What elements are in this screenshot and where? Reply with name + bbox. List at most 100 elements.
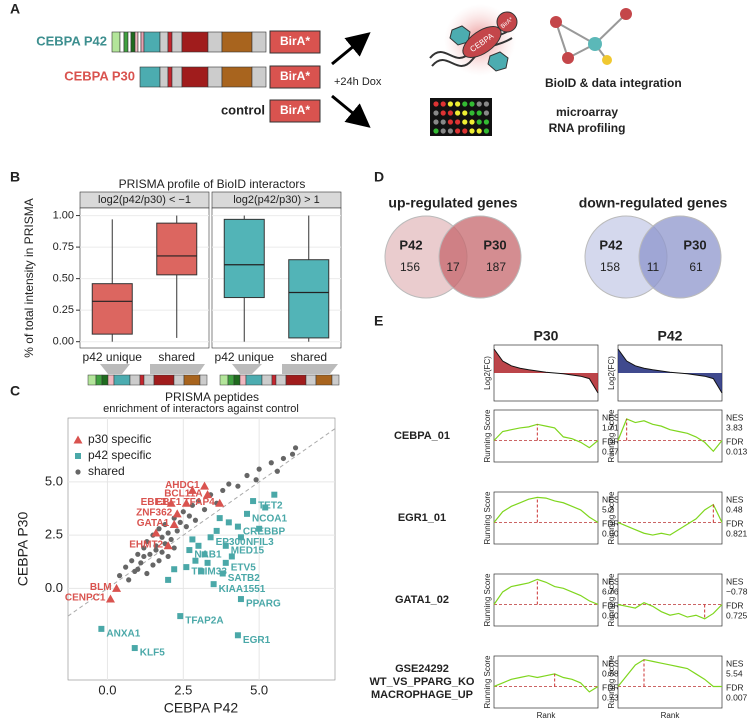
point xyxy=(222,559,229,566)
stat-label: FDR xyxy=(726,518,743,528)
array-spot xyxy=(469,101,475,107)
running-score xyxy=(617,503,723,536)
point xyxy=(138,560,144,566)
y-axis-title: % of total intensity in PRISMA xyxy=(22,198,36,357)
array-spot xyxy=(469,128,475,134)
point xyxy=(177,613,184,620)
panel-label: B xyxy=(10,169,20,185)
point-label: EHMT2 xyxy=(129,539,163,550)
y-axis-title: Running Score xyxy=(607,409,616,462)
point xyxy=(165,530,171,536)
array-spot xyxy=(455,110,461,116)
stat-value: 0.725 xyxy=(726,610,748,620)
chart-title: PRISMA profile of BioID interactors xyxy=(119,177,306,191)
point xyxy=(204,559,211,566)
point xyxy=(123,564,129,570)
x-axis-title: Rank xyxy=(661,711,681,720)
point-label: CENPC1 xyxy=(65,593,106,604)
x-tick-label: shared xyxy=(290,350,327,364)
point xyxy=(98,625,105,632)
point-label: GATA1 xyxy=(137,518,170,529)
venn-title: up-regulated genes xyxy=(388,195,517,211)
stat-value: 0.48 xyxy=(726,504,743,514)
point xyxy=(174,528,180,534)
plot-area xyxy=(493,491,599,545)
point xyxy=(177,519,183,525)
x-axis-title: CEBPA P42 xyxy=(164,700,239,716)
venn-count: 156 xyxy=(400,260,420,274)
point-label: BCL11A xyxy=(164,488,202,499)
array-spot xyxy=(447,128,453,134)
stat-label: FDR xyxy=(602,518,619,528)
point xyxy=(169,520,179,529)
point xyxy=(156,558,162,564)
tag-box xyxy=(269,99,321,123)
point xyxy=(162,521,168,528)
point xyxy=(186,513,192,519)
protein-bar xyxy=(111,31,267,53)
plot-area xyxy=(493,655,599,709)
y-axis-title: Log2(FC) xyxy=(607,356,616,390)
point xyxy=(195,498,202,504)
stat-value: 1.71 xyxy=(602,422,619,432)
point xyxy=(219,570,226,577)
y-axis-title: Running Score xyxy=(483,409,492,462)
point xyxy=(150,562,156,568)
running-score xyxy=(617,418,723,453)
x-axis-title: PRISMA peptides xyxy=(165,390,259,404)
array-spot xyxy=(483,119,489,125)
tag-label: BirA* xyxy=(280,34,310,48)
array-spot xyxy=(433,128,439,134)
x-tick-label: 5.0 xyxy=(250,682,268,697)
y-axis-title: Running Score xyxy=(483,491,492,544)
point xyxy=(151,528,161,537)
array-spot xyxy=(462,119,468,125)
point xyxy=(201,506,208,513)
network-icon xyxy=(550,8,632,65)
point xyxy=(183,524,189,530)
point xyxy=(220,487,226,494)
stat-value: 0.005 xyxy=(602,610,624,620)
array-spot xyxy=(483,128,489,134)
y-axis-title: Running Score xyxy=(607,655,616,708)
protein-bar xyxy=(139,66,267,88)
y-tick-label: 0.75 xyxy=(53,241,74,253)
array-spot xyxy=(447,101,453,107)
point xyxy=(75,453,81,459)
x-tick-label: shared xyxy=(158,350,195,364)
tag-box xyxy=(269,30,321,54)
point xyxy=(201,551,208,558)
point xyxy=(172,509,182,518)
point xyxy=(166,498,176,507)
venn-set-label: P42 xyxy=(399,237,422,252)
point xyxy=(280,455,287,462)
venn-count: 17 xyxy=(446,260,460,274)
box xyxy=(288,259,330,339)
point xyxy=(200,481,210,490)
point xyxy=(144,570,150,577)
stat-label: NES xyxy=(726,576,744,586)
arrow xyxy=(331,94,371,128)
x-tick-label: 0.0 xyxy=(98,682,116,697)
point xyxy=(141,553,147,560)
point xyxy=(256,466,262,472)
x-tick-label: p42 unique xyxy=(83,350,143,364)
y-tick-label: 2.5 xyxy=(45,527,63,542)
running-score xyxy=(493,423,599,449)
array-spot xyxy=(469,119,475,125)
stat-label: FDR xyxy=(726,682,743,692)
point xyxy=(135,566,141,572)
array-spot xyxy=(433,110,439,116)
venn-count: 61 xyxy=(689,260,703,274)
stat-label: NES xyxy=(726,412,744,422)
stat-label: NES xyxy=(602,494,620,504)
stat-value: 0.735 xyxy=(602,692,624,702)
point xyxy=(163,541,173,550)
point xyxy=(156,526,162,532)
venn-count: 11 xyxy=(647,260,660,274)
point-label: SATB2 xyxy=(228,573,260,584)
column-title: P30 xyxy=(534,328,559,344)
y-axis-title: Running Score xyxy=(483,655,492,708)
point-label: TRIM33 xyxy=(191,567,227,578)
